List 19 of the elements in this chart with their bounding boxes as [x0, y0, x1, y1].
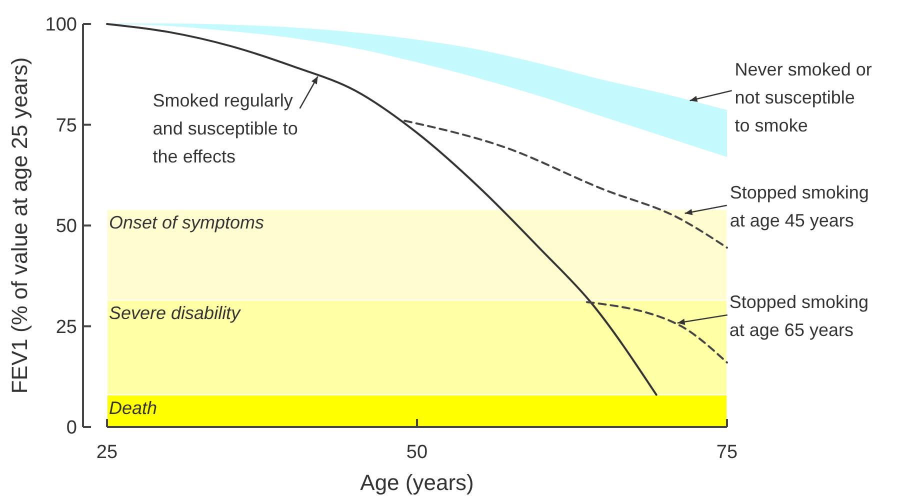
- y-tick-label: 0: [66, 418, 77, 439]
- band-label: Onset of symptoms: [109, 212, 264, 232]
- y-axis-title: FEV1 (% of value at age 25 years): [7, 57, 32, 394]
- line-series: [404, 120, 728, 249]
- x-tick-label: 75: [716, 442, 738, 463]
- line-series: [106, 23, 658, 396]
- x-tick-label: 25: [96, 442, 118, 463]
- x-tick-label: 50: [406, 442, 428, 463]
- x-axis-title: Age (years): [360, 470, 474, 495]
- y-tick-label: 25: [56, 316, 77, 338]
- annotation: Never smoked or not susceptible to smoke: [734, 60, 872, 136]
- annotation: Stopped smoking at age 45 years: [730, 182, 869, 230]
- y-tick-label: 50: [56, 216, 77, 238]
- y-tick-label: 75: [56, 115, 77, 136]
- y-tick-label: 100: [45, 14, 77, 36]
- annotation: Stopped smoking at age 65 years: [729, 292, 868, 340]
- band-label: Death: [109, 398, 158, 418]
- band-label: Severe disability: [109, 303, 242, 324]
- annotation: Smoked regularly and susceptible to the effects: [152, 90, 298, 166]
